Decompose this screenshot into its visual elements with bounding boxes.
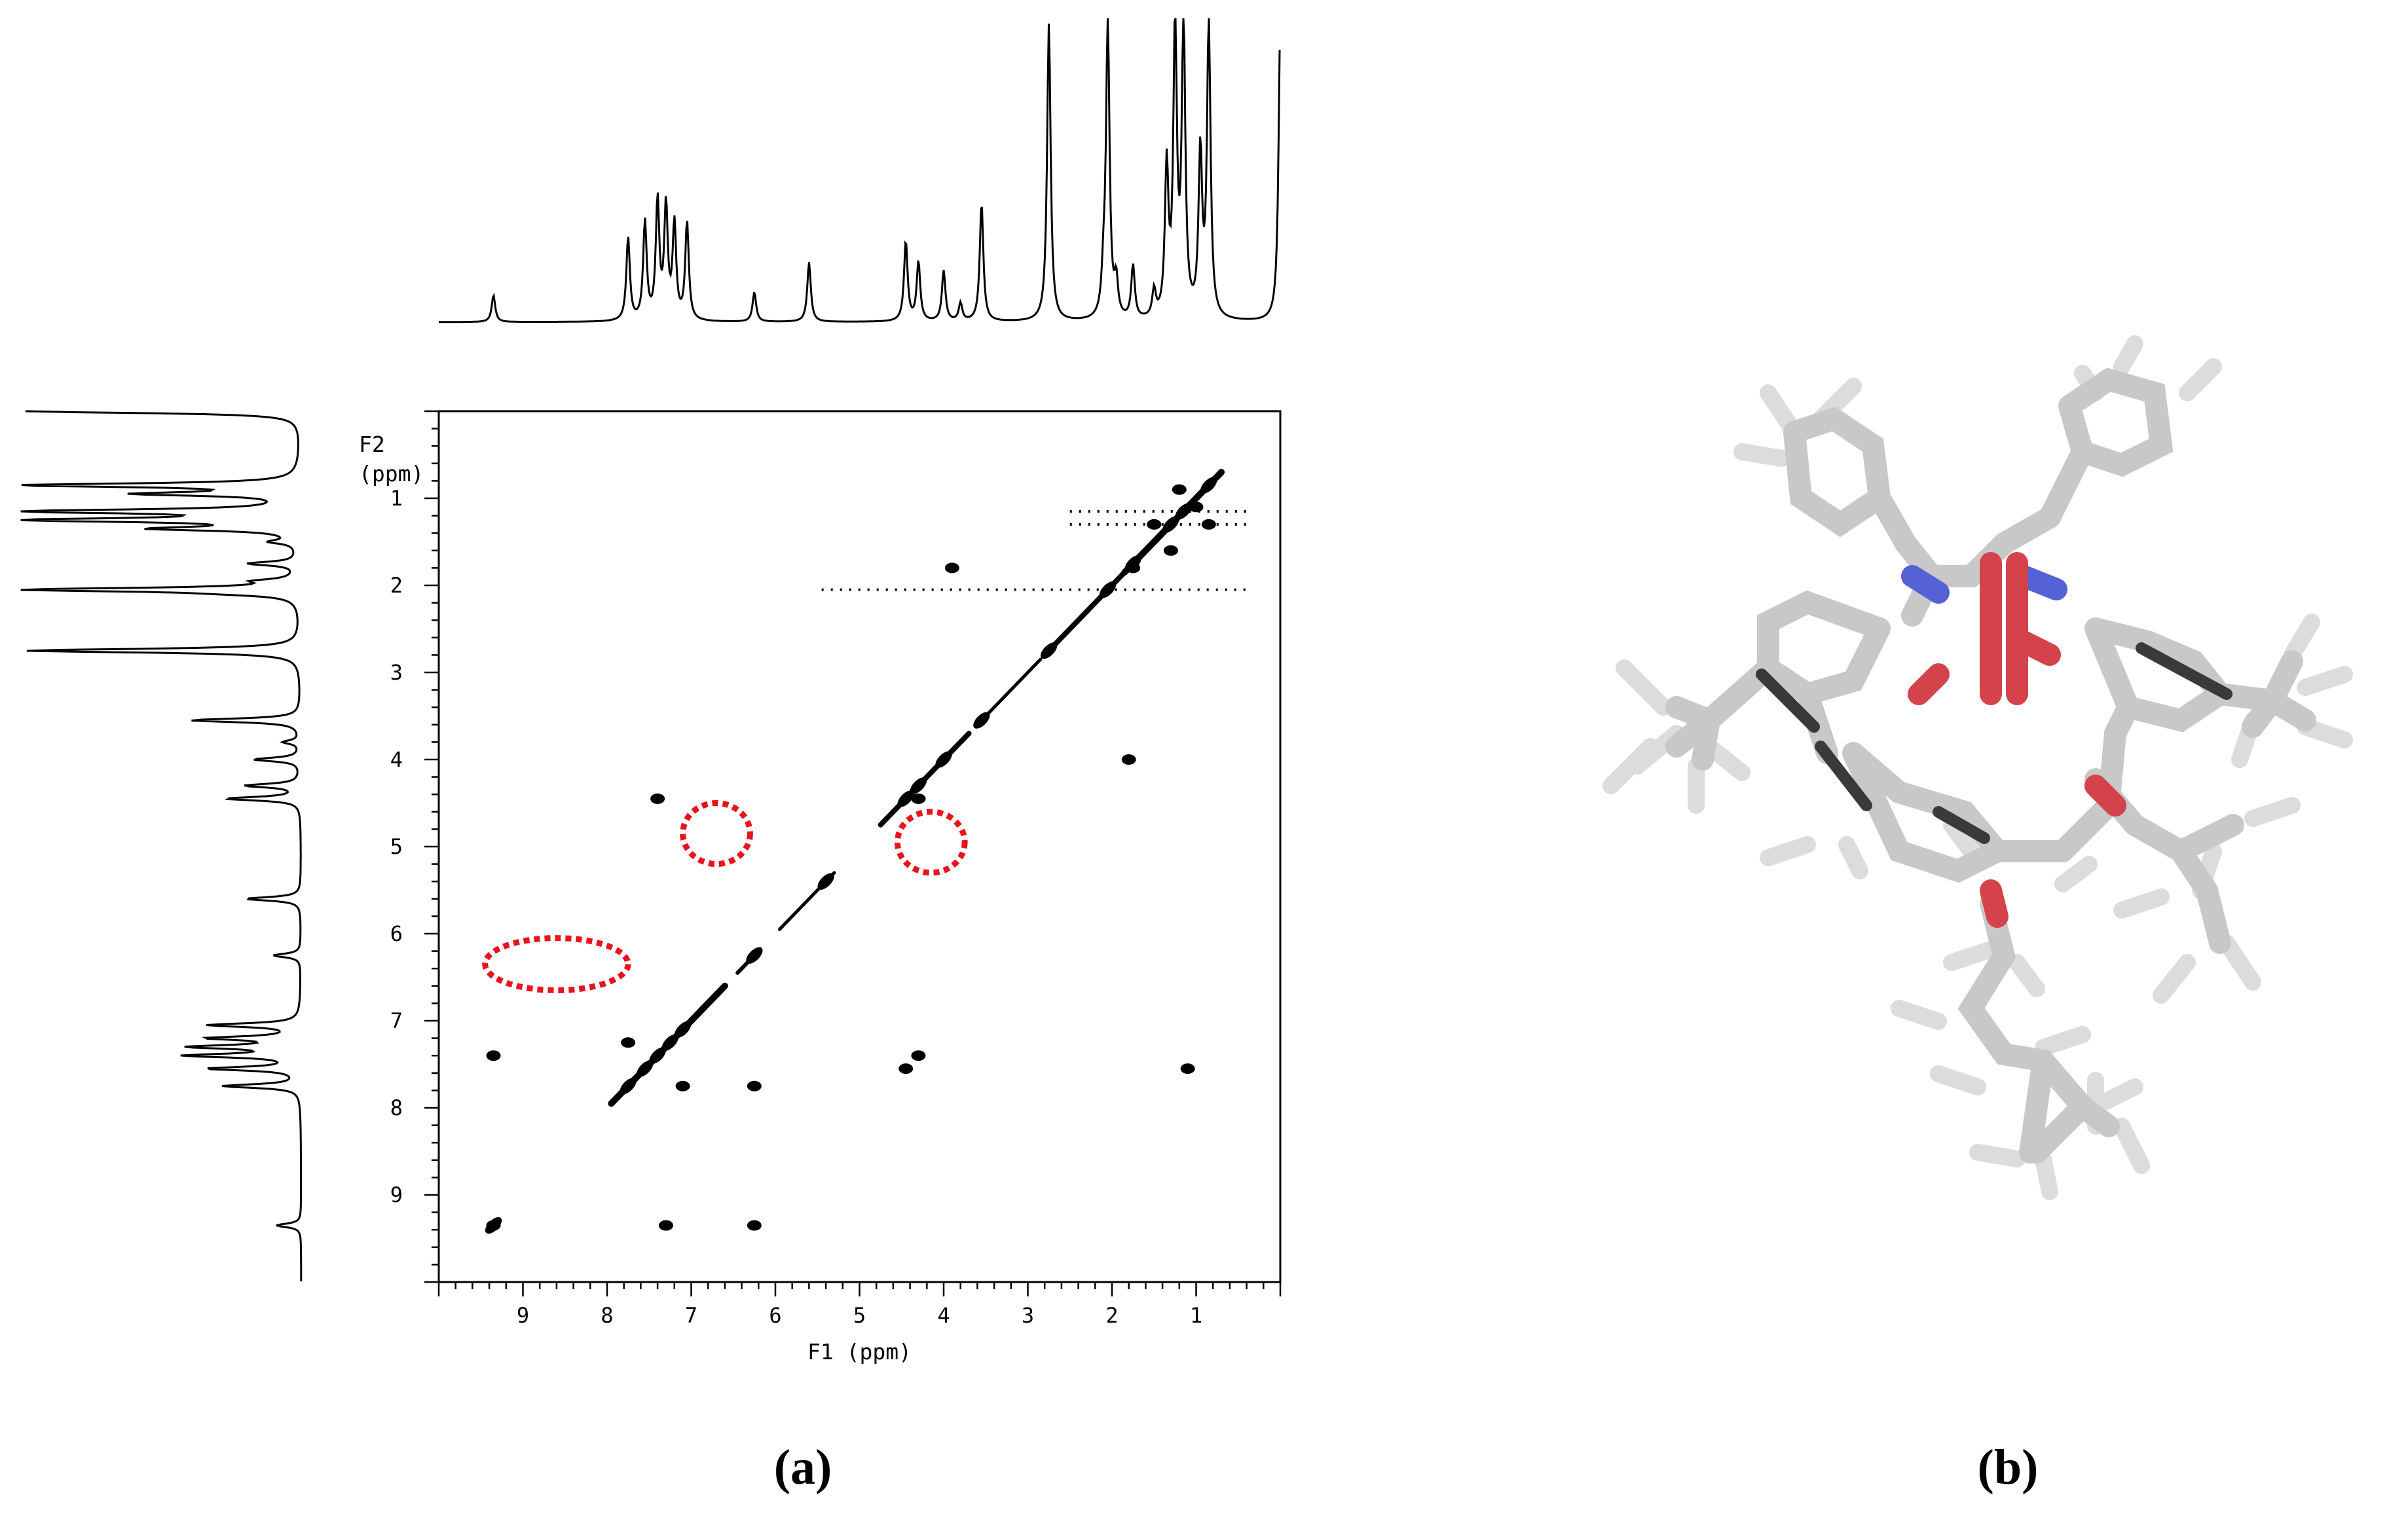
highlight-ellipse: [482, 935, 631, 993]
x-tick-label: 6: [769, 1303, 781, 1328]
panel-a-caption: (a): [773, 1440, 832, 1495]
diagonal-peak: [910, 777, 927, 794]
diagonal-ridge: [984, 657, 1043, 718]
highlight-ellipse: [680, 800, 753, 868]
diagonal-peak: [973, 712, 990, 729]
cross-peak: [650, 793, 665, 804]
cross-peak: [486, 1050, 501, 1061]
carbon-bonds: [1665, 367, 2316, 1164]
x-axis-label: F1 (ppm): [807, 1339, 912, 1365]
x-tick-label: 8: [601, 1303, 613, 1328]
contour-peaks: [485, 469, 1247, 1234]
aromatic-dark-bonds: [1756, 642, 2232, 844]
diagonal-peak: [649, 1047, 666, 1064]
x-tick-label: 1: [1190, 1303, 1202, 1328]
panel-a-nmr-plot: 9 8 7 6 5 4 3 2 1 1 2 3 4 5 6 7 8 9 F1 (ppm) F2 (ppm): [20, 18, 1282, 1365]
y-tick-label: 6: [390, 921, 403, 946]
oxygen-atoms: [1908, 552, 2126, 928]
left-projection-spectrum: [20, 410, 303, 1281]
y-tick-label: 4: [390, 747, 403, 772]
diagonal-peak: [746, 947, 763, 964]
diagonal-peak: [1175, 503, 1192, 520]
cross-peak: [911, 793, 926, 804]
x-tick-label: 9: [517, 1303, 529, 1328]
cross-peak: [675, 1080, 690, 1091]
diagonal-peak: [661, 1034, 679, 1051]
diagonal-peak: [637, 1060, 654, 1077]
y-tick-label: 7: [390, 1008, 403, 1033]
cross-peak: [911, 1050, 926, 1061]
diagonal-peak: [935, 751, 952, 768]
cross-peak: [1126, 562, 1141, 574]
x-tick-label: 7: [685, 1303, 697, 1328]
diagonal-peak: [675, 1021, 692, 1038]
x-tick-label: 3: [1022, 1303, 1034, 1328]
x-tick-label: 5: [853, 1303, 866, 1328]
diagonal-peak: [1200, 477, 1217, 494]
x-tick-label: 2: [1105, 1303, 1118, 1328]
cross-peak: [658, 1220, 673, 1231]
cross-peak: [1172, 484, 1187, 495]
highlight-ellipses: [482, 800, 968, 993]
y-tick-label: 1: [390, 486, 403, 511]
cross-peak: [1189, 502, 1204, 513]
y-tick-label: 3: [390, 660, 403, 685]
cross-peak: [747, 1220, 762, 1231]
panel-b-caption: (b): [1977, 1440, 2039, 1495]
x-tick-label: 4: [937, 1303, 950, 1328]
y-axis-label-line1: F2: [359, 431, 385, 457]
cross-peak: [1121, 754, 1136, 765]
y-tick-label: 2: [390, 573, 403, 598]
y-tick-label: 9: [390, 1182, 403, 1207]
diagonal-peak: [817, 873, 834, 890]
cross-peak: [747, 1080, 762, 1091]
cross-peak: [944, 562, 959, 574]
panel-b-molecule-model: [1602, 335, 2353, 1200]
diagonal-peak: [897, 790, 914, 807]
cross-peak: [486, 1220, 501, 1231]
y-tick-label: 8: [390, 1095, 403, 1120]
hydrogen-bonds: [1602, 335, 2353, 1200]
cross-peak: [1180, 1063, 1195, 1074]
highlight-ellipse: [894, 809, 968, 876]
diagonal-peak: [1040, 642, 1058, 659]
cross-peak: [621, 1037, 636, 1048]
nitrogen-atoms: [1901, 565, 2067, 604]
top-projection-spectrum: [439, 18, 1281, 323]
y-axis-label-line2: (ppm): [359, 461, 424, 486]
axis-ticks: 9 8 7 6 5 4 3 2 1 1 2 3 4 5 6 7 8 9: [390, 410, 1282, 1328]
y-tick-label: 5: [390, 834, 403, 859]
diagonal-peak: [620, 1078, 637, 1095]
cross-peak: [1163, 545, 1178, 556]
cross-peak: [898, 1063, 914, 1074]
